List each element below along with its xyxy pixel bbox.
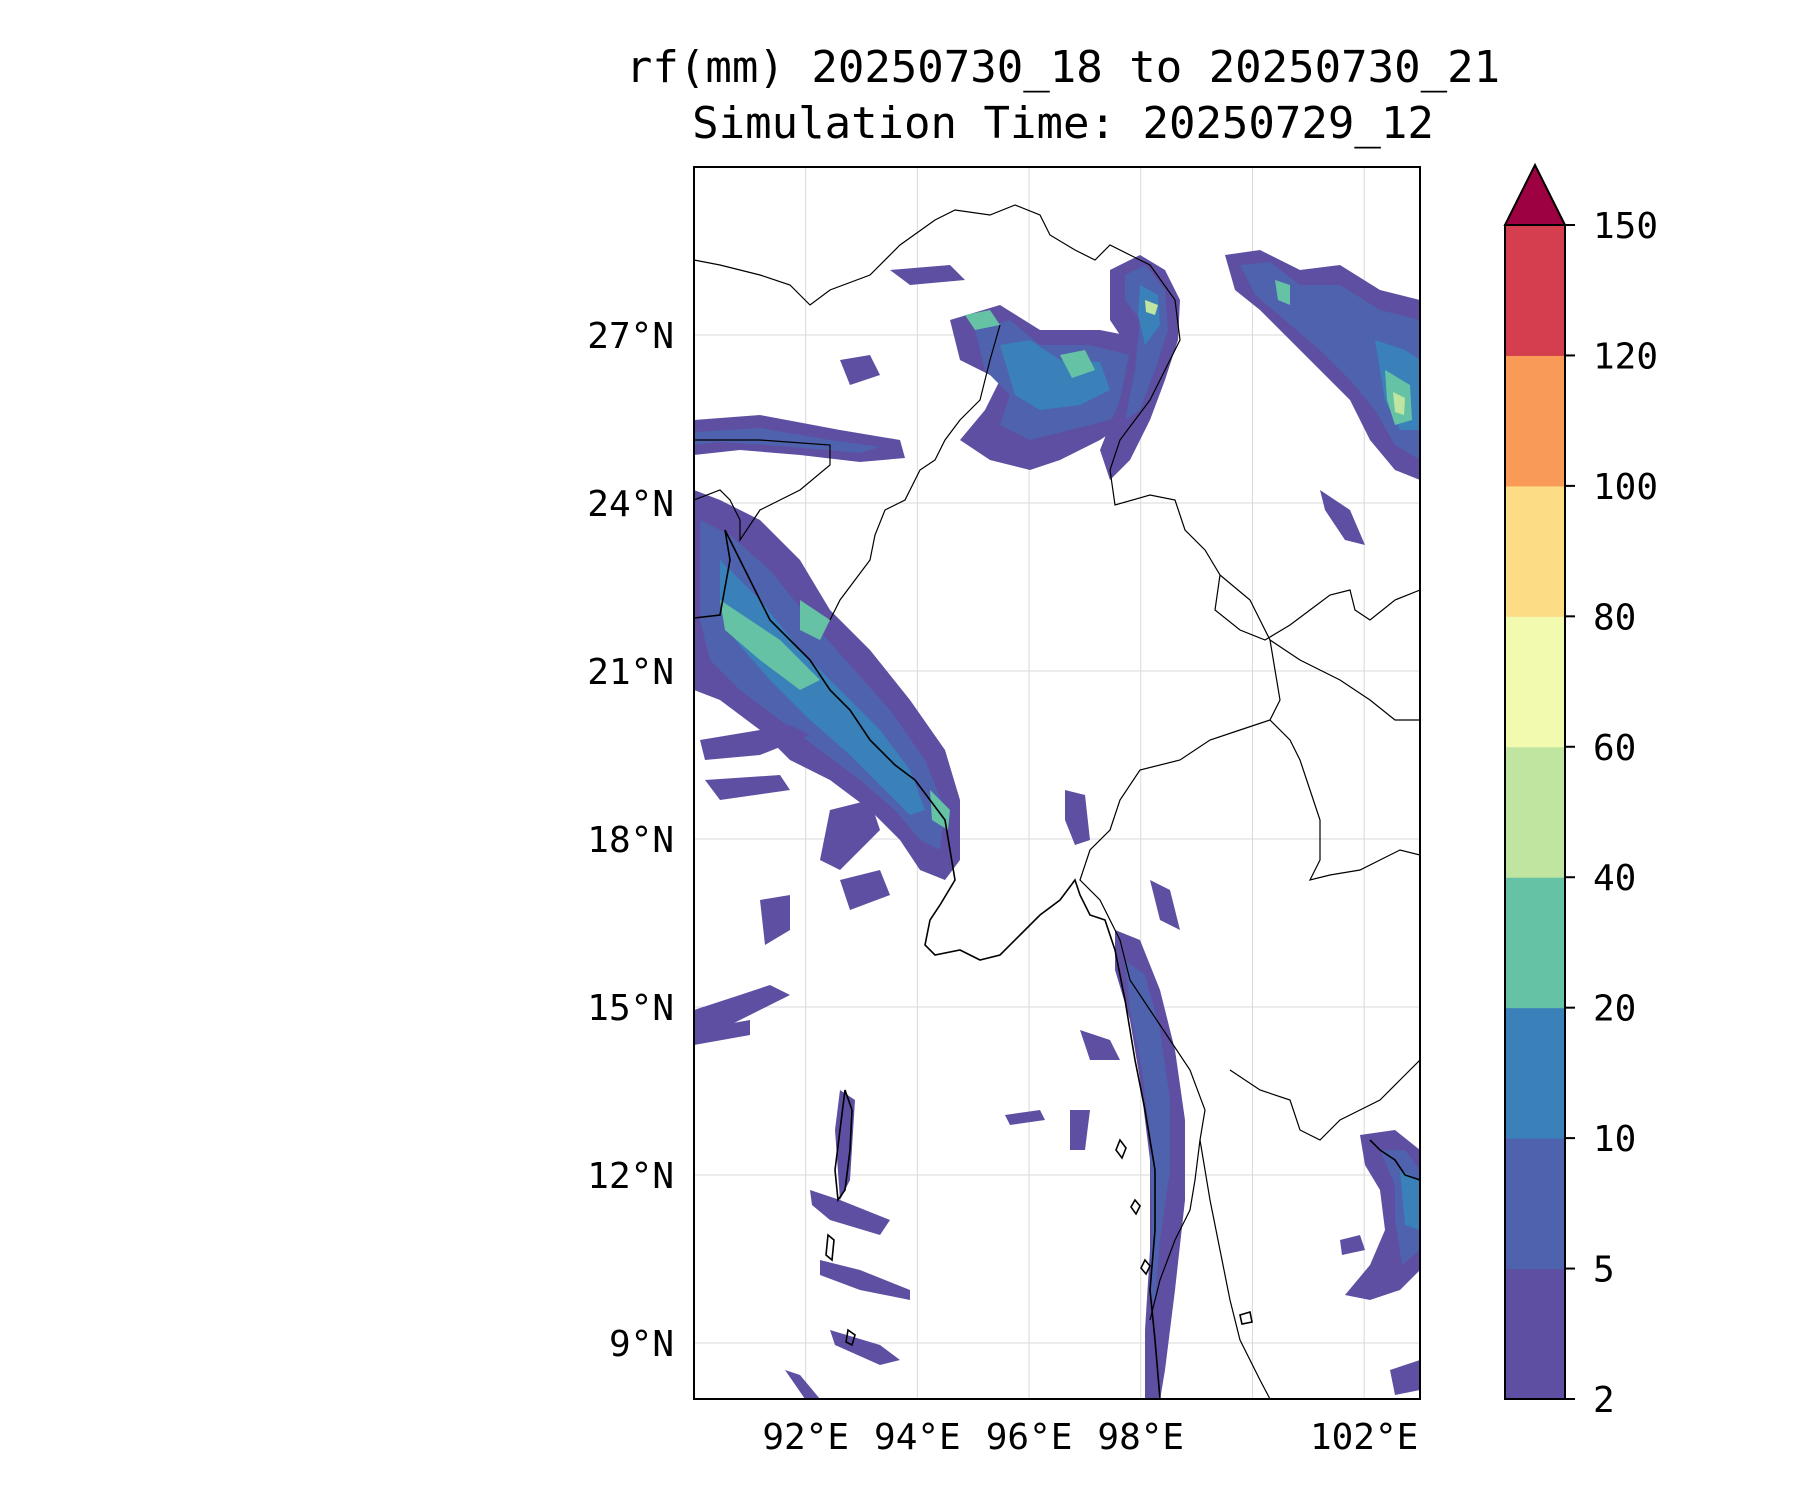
colorbar-segment [1505, 877, 1565, 1009]
colorbar-segment [1505, 355, 1565, 487]
rain-patch [840, 870, 890, 910]
rain-patch [1138, 285, 1160, 345]
colorbar-label: 10 [1593, 1119, 1636, 1160]
latitude-tick-labels: 9°N 12°N 15°N 18°N 21°N 24°N 27°N [587, 316, 674, 1365]
colorbar-label: 60 [1593, 728, 1636, 769]
lon-tick-label: 94°E [874, 1417, 961, 1458]
rain-patch [965, 310, 1000, 330]
island-coast [1130, 1198, 1141, 1216]
rain-patch [1275, 280, 1290, 305]
rain-patch [700, 725, 810, 760]
colorbar-label: 2 [1593, 1380, 1615, 1421]
rain-patch [810, 1190, 890, 1235]
country-border [1199, 1139, 1271, 1399]
rain-patch [1150, 880, 1180, 930]
rain-patch [694, 428, 880, 453]
colorbar-segment [1505, 746, 1565, 878]
lat-tick-label: 15°N [587, 988, 674, 1029]
colorbar-segment [1505, 1268, 1565, 1400]
rain-patch [1070, 1110, 1090, 1150]
rain-patch [1400, 1170, 1420, 1230]
island-coast [1140, 1258, 1151, 1276]
country-border [1269, 719, 1420, 881]
rain-patch [760, 895, 790, 945]
colorbar-label: 120 [1593, 336, 1658, 377]
island-coast [1115, 1138, 1127, 1160]
colorbar-segment [1505, 616, 1565, 748]
rain-patch [1005, 1110, 1045, 1125]
island-coast [1369, 1139, 1420, 1181]
lat-tick-label: 27°N [587, 316, 674, 357]
rain-patch [705, 775, 790, 800]
rain-patch [1240, 262, 1420, 460]
rain-patch [820, 800, 880, 870]
lat-tick-label: 12°N [587, 1156, 674, 1197]
country-border [1229, 1059, 1420, 1141]
rain-patch [830, 1330, 900, 1365]
lat-tick-label: 24°N [587, 484, 674, 525]
colorbar-segment [1505, 1138, 1565, 1270]
country-border [1079, 574, 1281, 1321]
colorbar-extend-arrow [1503, 162, 1567, 226]
island-coast [825, 1233, 835, 1262]
colorbar-label: 150 [1593, 206, 1658, 247]
lon-tick-label: 92°E [762, 1417, 849, 1458]
lat-tick-label: 18°N [587, 820, 674, 861]
colorbar-label: 40 [1593, 858, 1636, 899]
lat-tick-label: 9°N [609, 1324, 674, 1365]
colorbar-segment [1505, 1007, 1565, 1139]
colorbar: 2 5 10 20 40 60 80 100 120 150 [1503, 162, 1658, 1421]
colorbar-label: 20 [1593, 989, 1636, 1030]
lon-tick-label: 98°E [1097, 1417, 1184, 1458]
rain-patch [800, 600, 830, 640]
rain-patch [1340, 1235, 1365, 1255]
country-border [694, 439, 831, 542]
colorbar-segment [1505, 485, 1565, 617]
island-coast [834, 1089, 853, 1203]
country-border [1269, 639, 1420, 721]
figure-subtitle: Simulation Time: 20250729_12 [692, 98, 1434, 149]
figure-title: rf(mm) 20250730_18 to 20250730_21 [626, 42, 1500, 93]
rain-patch [720, 600, 820, 690]
rain-patch [820, 1260, 910, 1300]
rain-patch [835, 1090, 855, 1200]
colorbar-segment [1505, 225, 1565, 356]
rain-patch [1115, 930, 1185, 1399]
colorbar-label: 100 [1593, 467, 1658, 508]
rain-patch [1080, 1030, 1120, 1060]
country-border [694, 204, 1420, 641]
rain-patch [720, 560, 925, 815]
country-border [829, 324, 1001, 621]
rain-patch [1065, 790, 1090, 845]
rain-patch [1060, 350, 1095, 378]
rain-patch [1393, 392, 1405, 415]
rain-patch [890, 265, 965, 285]
rain-patch [1145, 300, 1158, 315]
lon-tick-label: 96°E [986, 1417, 1073, 1458]
lon-tick-label: 102°E [1310, 1417, 1418, 1458]
longitude-tick-labels: 92°E 94°E 96°E 98°E 102°E [762, 1417, 1418, 1458]
lat-tick-label: 21°N [587, 652, 674, 693]
rain-patch [1125, 960, 1170, 1300]
rain-patch [1000, 340, 1110, 410]
coastlines-and-borders [694, 204, 1420, 1399]
rain-patch [840, 355, 880, 385]
colorbar-label: 5 [1593, 1250, 1615, 1291]
rain-patch [1390, 1360, 1420, 1395]
rain-patch [1320, 490, 1365, 545]
island-coast [1239, 1310, 1253, 1325]
colorbar-outline [1504, 224, 1566, 1400]
colorbar-label: 80 [1593, 597, 1636, 638]
map-gridlines [694, 167, 1420, 1399]
map-frame [693, 166, 1421, 1400]
island-coast [845, 1328, 856, 1347]
rain-patch [785, 1370, 820, 1399]
rain-patch [694, 1020, 750, 1045]
coastline [694, 529, 1161, 1399]
